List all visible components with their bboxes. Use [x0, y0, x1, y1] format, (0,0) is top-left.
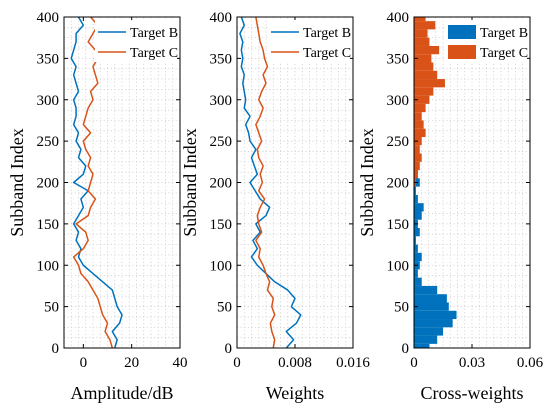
bar-target-c [414, 153, 422, 162]
x-tick-label: 0.008 [278, 355, 312, 371]
series-line-target-b [70, 16, 123, 349]
y-tick-label: 300 [210, 93, 233, 109]
y-tick-label: 100 [387, 258, 410, 274]
x-tick-label: 0 [80, 355, 88, 371]
y-tick-label: 400 [210, 10, 233, 26]
bar-target-b [414, 203, 424, 212]
y-tick-label: 300 [37, 93, 60, 109]
legend-box [95, 20, 177, 62]
y-tick-label: 150 [210, 217, 233, 233]
legend-label-target-b: Target B [303, 26, 351, 41]
legend-swatch-target-b [448, 25, 476, 39]
bar-target-b [414, 277, 422, 286]
legend-label-target-c: Target C [303, 46, 351, 61]
y-tick-label: 0 [52, 341, 60, 357]
y-tick-label: 200 [37, 176, 60, 192]
y-tick-label: 400 [37, 10, 60, 26]
bar-target-b [414, 269, 418, 278]
bar-target-b [414, 252, 422, 262]
y-tick-label: 350 [387, 51, 410, 67]
legend-label-target-c: Target C [480, 46, 528, 61]
x-tick-label: 0 [233, 355, 241, 371]
y-tick-label: 250 [210, 134, 233, 150]
y-tick-label: 300 [387, 93, 410, 109]
bar-target-c [414, 54, 432, 63]
bar-target-c [414, 128, 426, 137]
bar-target-b [414, 319, 453, 328]
bar-target-b [414, 194, 418, 204]
y-axis-label: Subband Index [180, 128, 200, 236]
y-tick-label: 0 [225, 341, 233, 357]
legend-label-target-b: Target B [130, 26, 178, 41]
y-tick-label: 50 [217, 300, 232, 316]
x-tick-label: 0.06 [517, 355, 544, 371]
x-tick-label: 0.03 [459, 355, 485, 371]
legend-swatch-target-c [448, 45, 476, 59]
bar-target-b [414, 335, 438, 344]
bar-target-b [414, 285, 438, 295]
bar-target-c [414, 112, 422, 121]
bar-target-b [414, 211, 422, 220]
series-line-target-b [239, 16, 302, 349]
bar-target-c [414, 145, 420, 154]
y-tick-label: 50 [394, 300, 409, 316]
bar-target-b [414, 310, 457, 320]
x-tick-label: 20 [124, 355, 139, 371]
bar-target-b [414, 236, 416, 245]
y-tick-label: 350 [210, 51, 233, 67]
bar-target-c [414, 62, 434, 71]
legend-box [268, 20, 350, 62]
series-line-target-c [72, 16, 114, 349]
legend-label-target-b: Target B [480, 26, 528, 41]
bar-target-c [414, 21, 436, 30]
panel-amplitude: 0 50 100 150 200 250 300 350 400 0 20 40 Amplitude/d… [7, 10, 188, 403]
y-tick-label: 150 [387, 217, 410, 233]
y-tick-label: 150 [37, 217, 60, 233]
bar-target-c [414, 103, 426, 113]
y-axis-label: Subband Index [357, 128, 377, 236]
bar-target-c [414, 29, 428, 38]
y-axis-label: Subband Index [7, 128, 27, 236]
panel-weights: 0 50 100 150 200 250 300 350 400 0 0.008 0.016 Weigh… [180, 10, 370, 403]
bar-target-b [414, 327, 443, 336]
y-tick-label: 200 [387, 176, 410, 192]
bar-target-c [414, 95, 430, 104]
y-tick-label: 100 [210, 258, 233, 274]
bar-target-b [414, 228, 420, 237]
bar-target-c [414, 45, 440, 55]
y-tick-label: 200 [210, 176, 233, 192]
x-axis-label: Weights [266, 383, 325, 403]
bar-target-c [414, 170, 418, 179]
legend-label-target-c: Target C [130, 46, 178, 61]
bar-target-c [414, 79, 445, 88]
bar-target-c [414, 120, 424, 129]
bar-target-c [414, 161, 420, 171]
bar-target-c [414, 70, 438, 80]
bar-target-b [414, 294, 447, 303]
y-tick-label: 250 [37, 134, 60, 150]
bar-target-b [414, 343, 430, 348]
panel-cross-weights: 0 50 100 150 200 250 300 350 400 0 0.03 0.06 Cross-w… [357, 10, 544, 403]
bar-target-c [414, 17, 426, 22]
y-tick-label: 100 [37, 258, 60, 274]
y-tick-label: 250 [387, 134, 410, 150]
y-tick-label: 0 [402, 341, 410, 357]
y-tick-label: 400 [387, 10, 410, 26]
bar-target-c [414, 87, 434, 96]
x-axis-label: Cross-weights [421, 383, 524, 403]
x-axis-label: Amplitude/dB [71, 383, 174, 403]
x-tick-label: 0.016 [336, 355, 370, 371]
y-tick-label: 350 [37, 51, 60, 67]
x-tick-label: 0 [410, 355, 418, 371]
y-tick-label: 50 [44, 300, 59, 316]
series-line-target-c [255, 16, 276, 349]
bar-target-c [414, 37, 430, 46]
bar-target-b [414, 186, 416, 195]
x-tick-label: 40 [173, 355, 188, 371]
bar-target-b [414, 302, 449, 311]
bar-target-b [414, 244, 418, 253]
